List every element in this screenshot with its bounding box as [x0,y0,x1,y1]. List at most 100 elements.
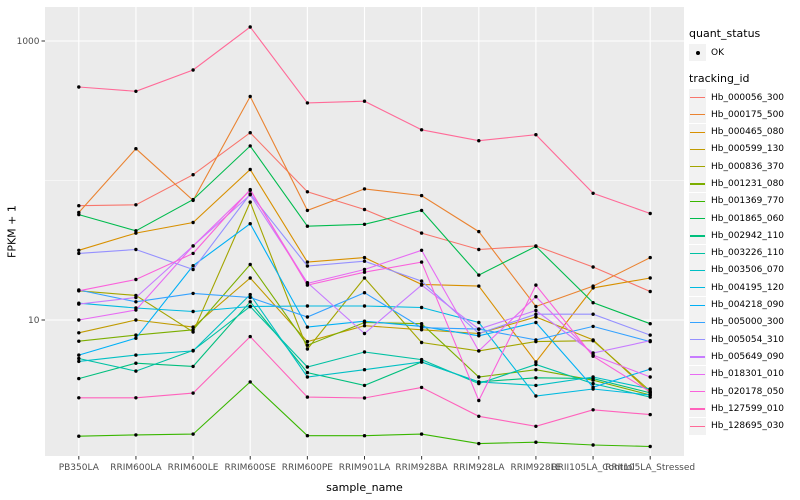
data-point [134,300,138,304]
data-point [591,385,595,389]
data-point [534,338,538,342]
data-point [191,364,195,369]
data-point [77,212,81,217]
data-point [534,394,538,398]
data-point [648,375,652,379]
data-point [248,167,252,172]
data-point [77,318,81,322]
line-swatch-icon [690,218,705,220]
legend-item-Hb_004218_090: Hb_004218_090 [689,296,799,314]
data-point [534,320,538,325]
data-point [591,265,595,269]
data-point [248,25,252,29]
legend-item-label: Hb_001231_080 [711,178,785,189]
data-point [534,283,538,287]
data-point [362,187,367,191]
data-point [77,353,81,357]
data-point [77,396,81,400]
data-point [305,315,310,319]
legend-key [689,210,706,228]
data-point [362,270,367,274]
data-point [305,339,310,344]
data-point [248,94,252,99]
line-swatch-icon [690,373,705,375]
data-point [419,360,424,364]
line-swatch-icon [690,321,705,324]
data-point [191,173,195,177]
data-point [134,203,138,207]
data-point [591,375,595,379]
legend-quant-status: quant_status OK [689,27,799,61]
data-point [77,434,81,438]
data-point [419,128,424,132]
data-point [305,375,310,379]
data-point [477,398,481,403]
legend-tracking-items: Hb_000056_300 Hb_000175_500 Hb_000465_080 H… [689,89,799,435]
legend: quant_status OK tracking_id Hb_000056_30… [689,27,799,446]
data-point [648,211,652,216]
legend-item-label: Hb_020178_050 [711,386,785,397]
data-point [534,368,538,372]
legend-key [689,331,706,349]
data-point [591,381,595,386]
data-point [419,322,424,326]
data-point [191,391,195,395]
data-point [134,247,138,252]
y-axis-title: FPKM + 1 [5,205,19,258]
data-point [534,308,538,313]
legend-key [689,227,706,245]
legend-item-label: Hb_127599_010 [711,403,785,414]
data-point [77,85,81,89]
data-point [305,347,310,351]
data-point [591,354,595,358]
data-point [419,248,424,252]
data-point [419,231,424,235]
x-axis-title: sample_name [326,481,403,494]
data-point [591,408,595,412]
legend-item-Hb_000465_080: Hb_000465_080 [689,123,799,141]
legend-item-label: Hb_001865_060 [711,213,785,224]
data-point [419,305,424,310]
point-icon [695,50,700,55]
x-tick-label: RRIM600LE [168,463,219,473]
data-point [362,291,367,295]
data-point [362,255,367,260]
data-point [648,322,652,326]
legend-key [689,158,706,176]
legend-title-tracking-id: tracking_id [689,72,750,85]
line-swatch-icon [690,131,705,133]
data-point [477,441,481,446]
data-point [191,244,195,248]
legend-item-label: Hb_004195_120 [711,282,785,293]
data-point [191,68,195,72]
data-point [419,208,424,213]
data-point [648,367,652,371]
data-point [534,362,538,367]
data-point [248,380,252,384]
legend-item-Hb_018301_010: Hb_018301_010 [689,365,799,383]
legend-item-label: Hb_000599_130 [711,144,785,155]
legend-item-Hb_128695_030: Hb_128695_030 [689,417,799,435]
legend-item-label: Hb_000836_370 [711,161,785,172]
legend-item-ok: OK [689,44,799,61]
data-point [248,292,252,297]
data-point [362,304,367,308]
data-point [191,251,195,256]
data-point [248,222,252,226]
legend-key [689,261,706,279]
legend-item-label: Hb_005000_300 [711,317,785,328]
data-point [477,380,481,384]
data-point [134,396,138,400]
x-tick-label: RRIM600SE [224,463,276,473]
legend-item-label: Hb_005054_310 [711,334,785,345]
line-swatch-icon [690,114,705,116]
data-point [248,304,252,309]
x-tick-label: RRIM928LA [453,463,505,473]
data-point [77,248,81,252]
data-point [419,340,424,345]
data-point [134,277,138,282]
legend-item-label: Hb_128695_030 [711,421,785,432]
legend-item-label: Hb_001369_770 [711,196,785,207]
data-point [362,383,367,388]
